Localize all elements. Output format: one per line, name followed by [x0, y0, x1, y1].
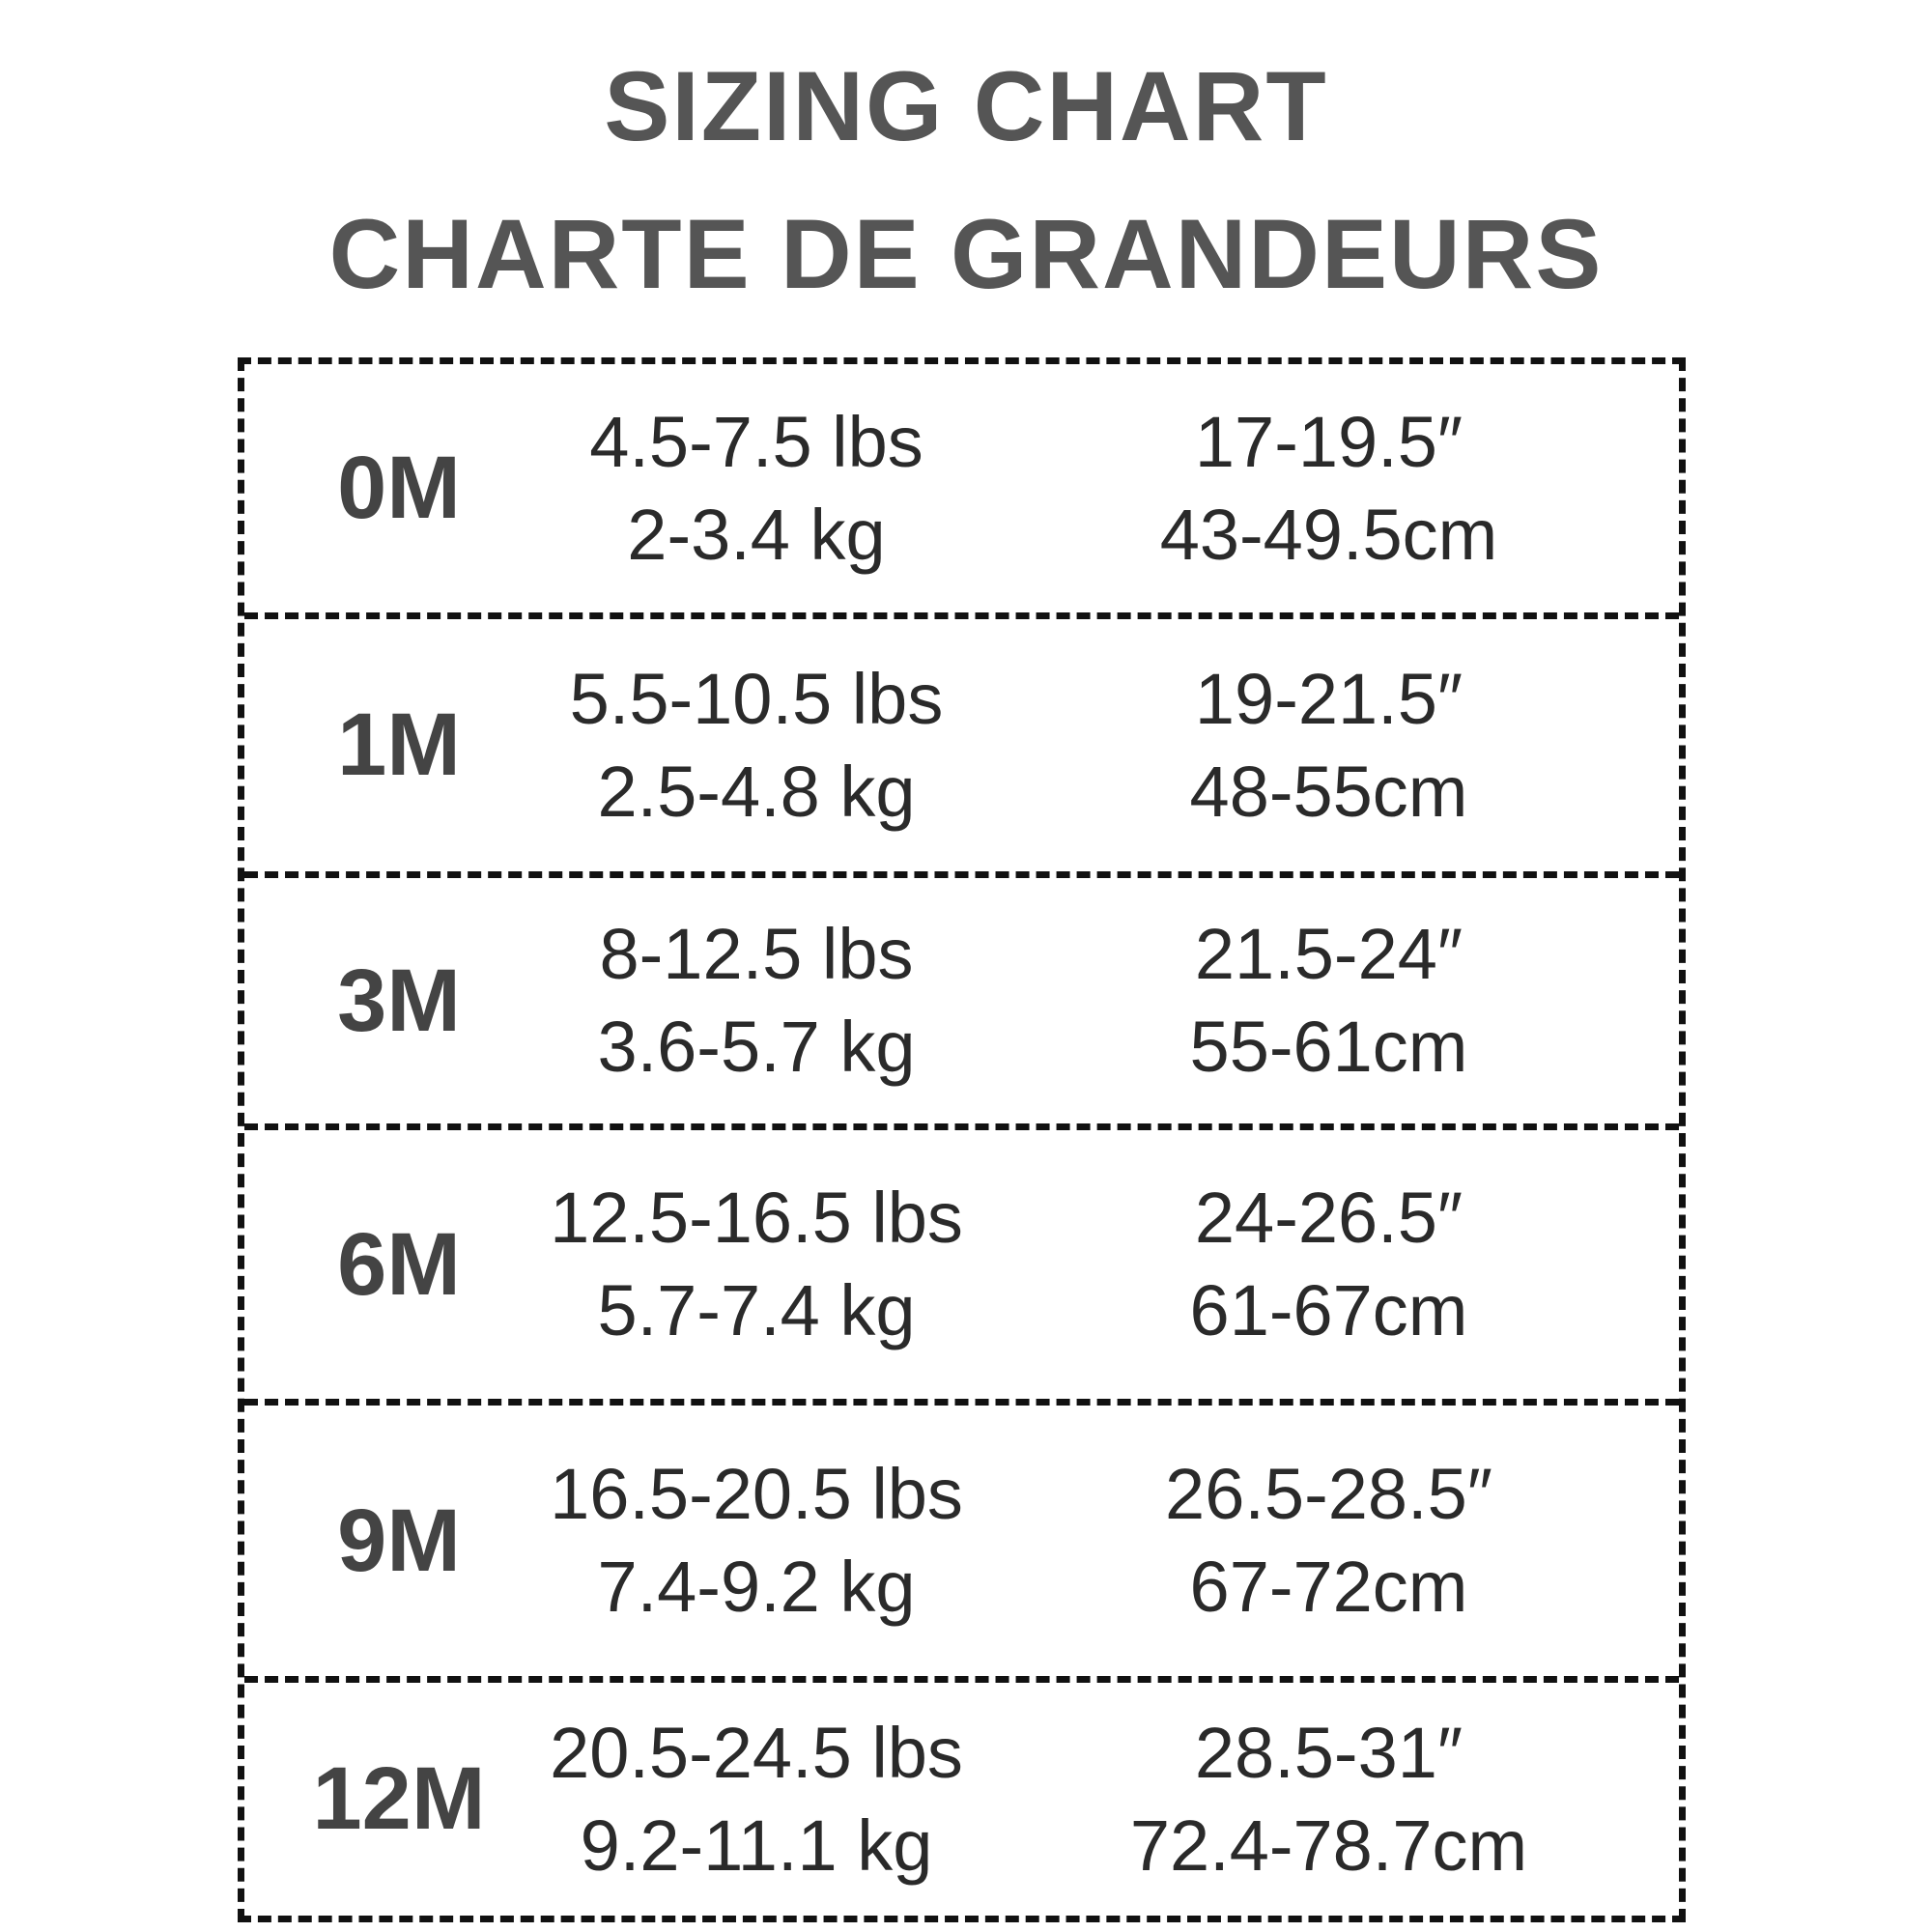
size-label: 12M [312, 1749, 486, 1848]
length-cm: 55-61cm [1189, 1007, 1468, 1087]
length-cell: 24-26.5″ 61-67cm [979, 1172, 1679, 1357]
length-in: 17-19.5″ [1194, 401, 1463, 482]
size-label: 0M [337, 439, 461, 537]
weight-cell: 16.5-20.5 lbs 7.4-9.2 kg [534, 1448, 979, 1634]
weight-cell: 8-12.5 lbs 3.6-5.7 kg [534, 908, 979, 1094]
weight-kg: 2.5-4.8 kg [597, 751, 916, 832]
size-label: 9M [337, 1491, 461, 1590]
size-row: 12M 20.5-24.5 lbs 9.2-11.1 kg 28.5-31″ 72.4-… [244, 1683, 1679, 1916]
weight-lbs: 16.5-20.5 lbs [550, 1454, 963, 1534]
length-cell: 19-21.5″ 48-55cm [979, 653, 1679, 838]
length-cell: 17-19.5″ 43-49.5cm [979, 396, 1679, 582]
length-in: 26.5-28.5″ [1165, 1454, 1492, 1534]
weight-lbs: 4.5-7.5 lbs [589, 401, 923, 482]
title-french: CHARTE DE GRANDEURS [328, 199, 1604, 309]
length-cm: 61-67cm [1189, 1270, 1468, 1350]
title-english: SIZING CHART [604, 51, 1328, 161]
length-cm: 43-49.5cm [1159, 494, 1498, 575]
length-cm: 72.4-78.7cm [1129, 1804, 1528, 1886]
length-in: 28.5-31″ [1194, 1712, 1463, 1793]
weight-lbs: 5.5-10.5 lbs [569, 658, 944, 739]
length-in: 24-26.5″ [1194, 1178, 1463, 1258]
size-label: 6M [337, 1214, 461, 1314]
weight-lbs: 20.5-24.5 lbs [550, 1712, 963, 1793]
weight-cell: 5.5-10.5 lbs 2.5-4.8 kg [534, 653, 979, 838]
length-cm: 48-55cm [1189, 751, 1468, 832]
size-row: 1M 5.5-10.5 lbs 2.5-4.8 kg 19-21.5″ 48-55cm [244, 619, 1679, 878]
size-label: 1M [337, 696, 461, 794]
size-row: 6M 12.5-16.5 lbs 5.7-7.4 kg 24-26.5″ 61-67cm [244, 1130, 1679, 1406]
length-cell: 26.5-28.5″ 67-72cm [979, 1448, 1679, 1634]
weight-kg: 7.4-9.2 kg [597, 1547, 916, 1627]
size-label: 3M [337, 951, 461, 1050]
size-row: 0M 4.5-7.5 lbs 2-3.4 kg 17-19.5″ 43-49.5cm [244, 364, 1679, 619]
length-cm: 67-72cm [1189, 1547, 1468, 1627]
sizing-table: 0M 4.5-7.5 lbs 2-3.4 kg 17-19.5″ 43-49.5cm 1M… [238, 357, 1686, 1922]
size-row: 3M 8-12.5 lbs 3.6-5.7 kg 21.5-24″ 55-61cm [244, 878, 1679, 1130]
length-in: 21.5-24″ [1194, 914, 1463, 994]
size-row: 9M 16.5-20.5 lbs 7.4-9.2 kg 26.5-28.5″ 67-72… [244, 1406, 1679, 1683]
weight-kg: 2-3.4 kg [627, 494, 886, 575]
weight-cell: 4.5-7.5 lbs 2-3.4 kg [534, 396, 979, 582]
weight-cell: 20.5-24.5 lbs 9.2-11.1 kg [534, 1707, 979, 1892]
weight-cell: 12.5-16.5 lbs 5.7-7.4 kg [534, 1172, 979, 1357]
weight-lbs: 8-12.5 lbs [599, 914, 914, 994]
weight-lbs: 12.5-16.5 lbs [550, 1178, 963, 1258]
length-cell: 28.5-31″ 72.4-78.7cm [979, 1707, 1679, 1892]
length-cell: 21.5-24″ 55-61cm [979, 908, 1679, 1094]
weight-kg: 5.7-7.4 kg [597, 1270, 916, 1350]
weight-kg: 9.2-11.1 kg [580, 1804, 933, 1886]
length-in: 19-21.5″ [1194, 658, 1463, 739]
weight-kg: 3.6-5.7 kg [597, 1007, 916, 1087]
